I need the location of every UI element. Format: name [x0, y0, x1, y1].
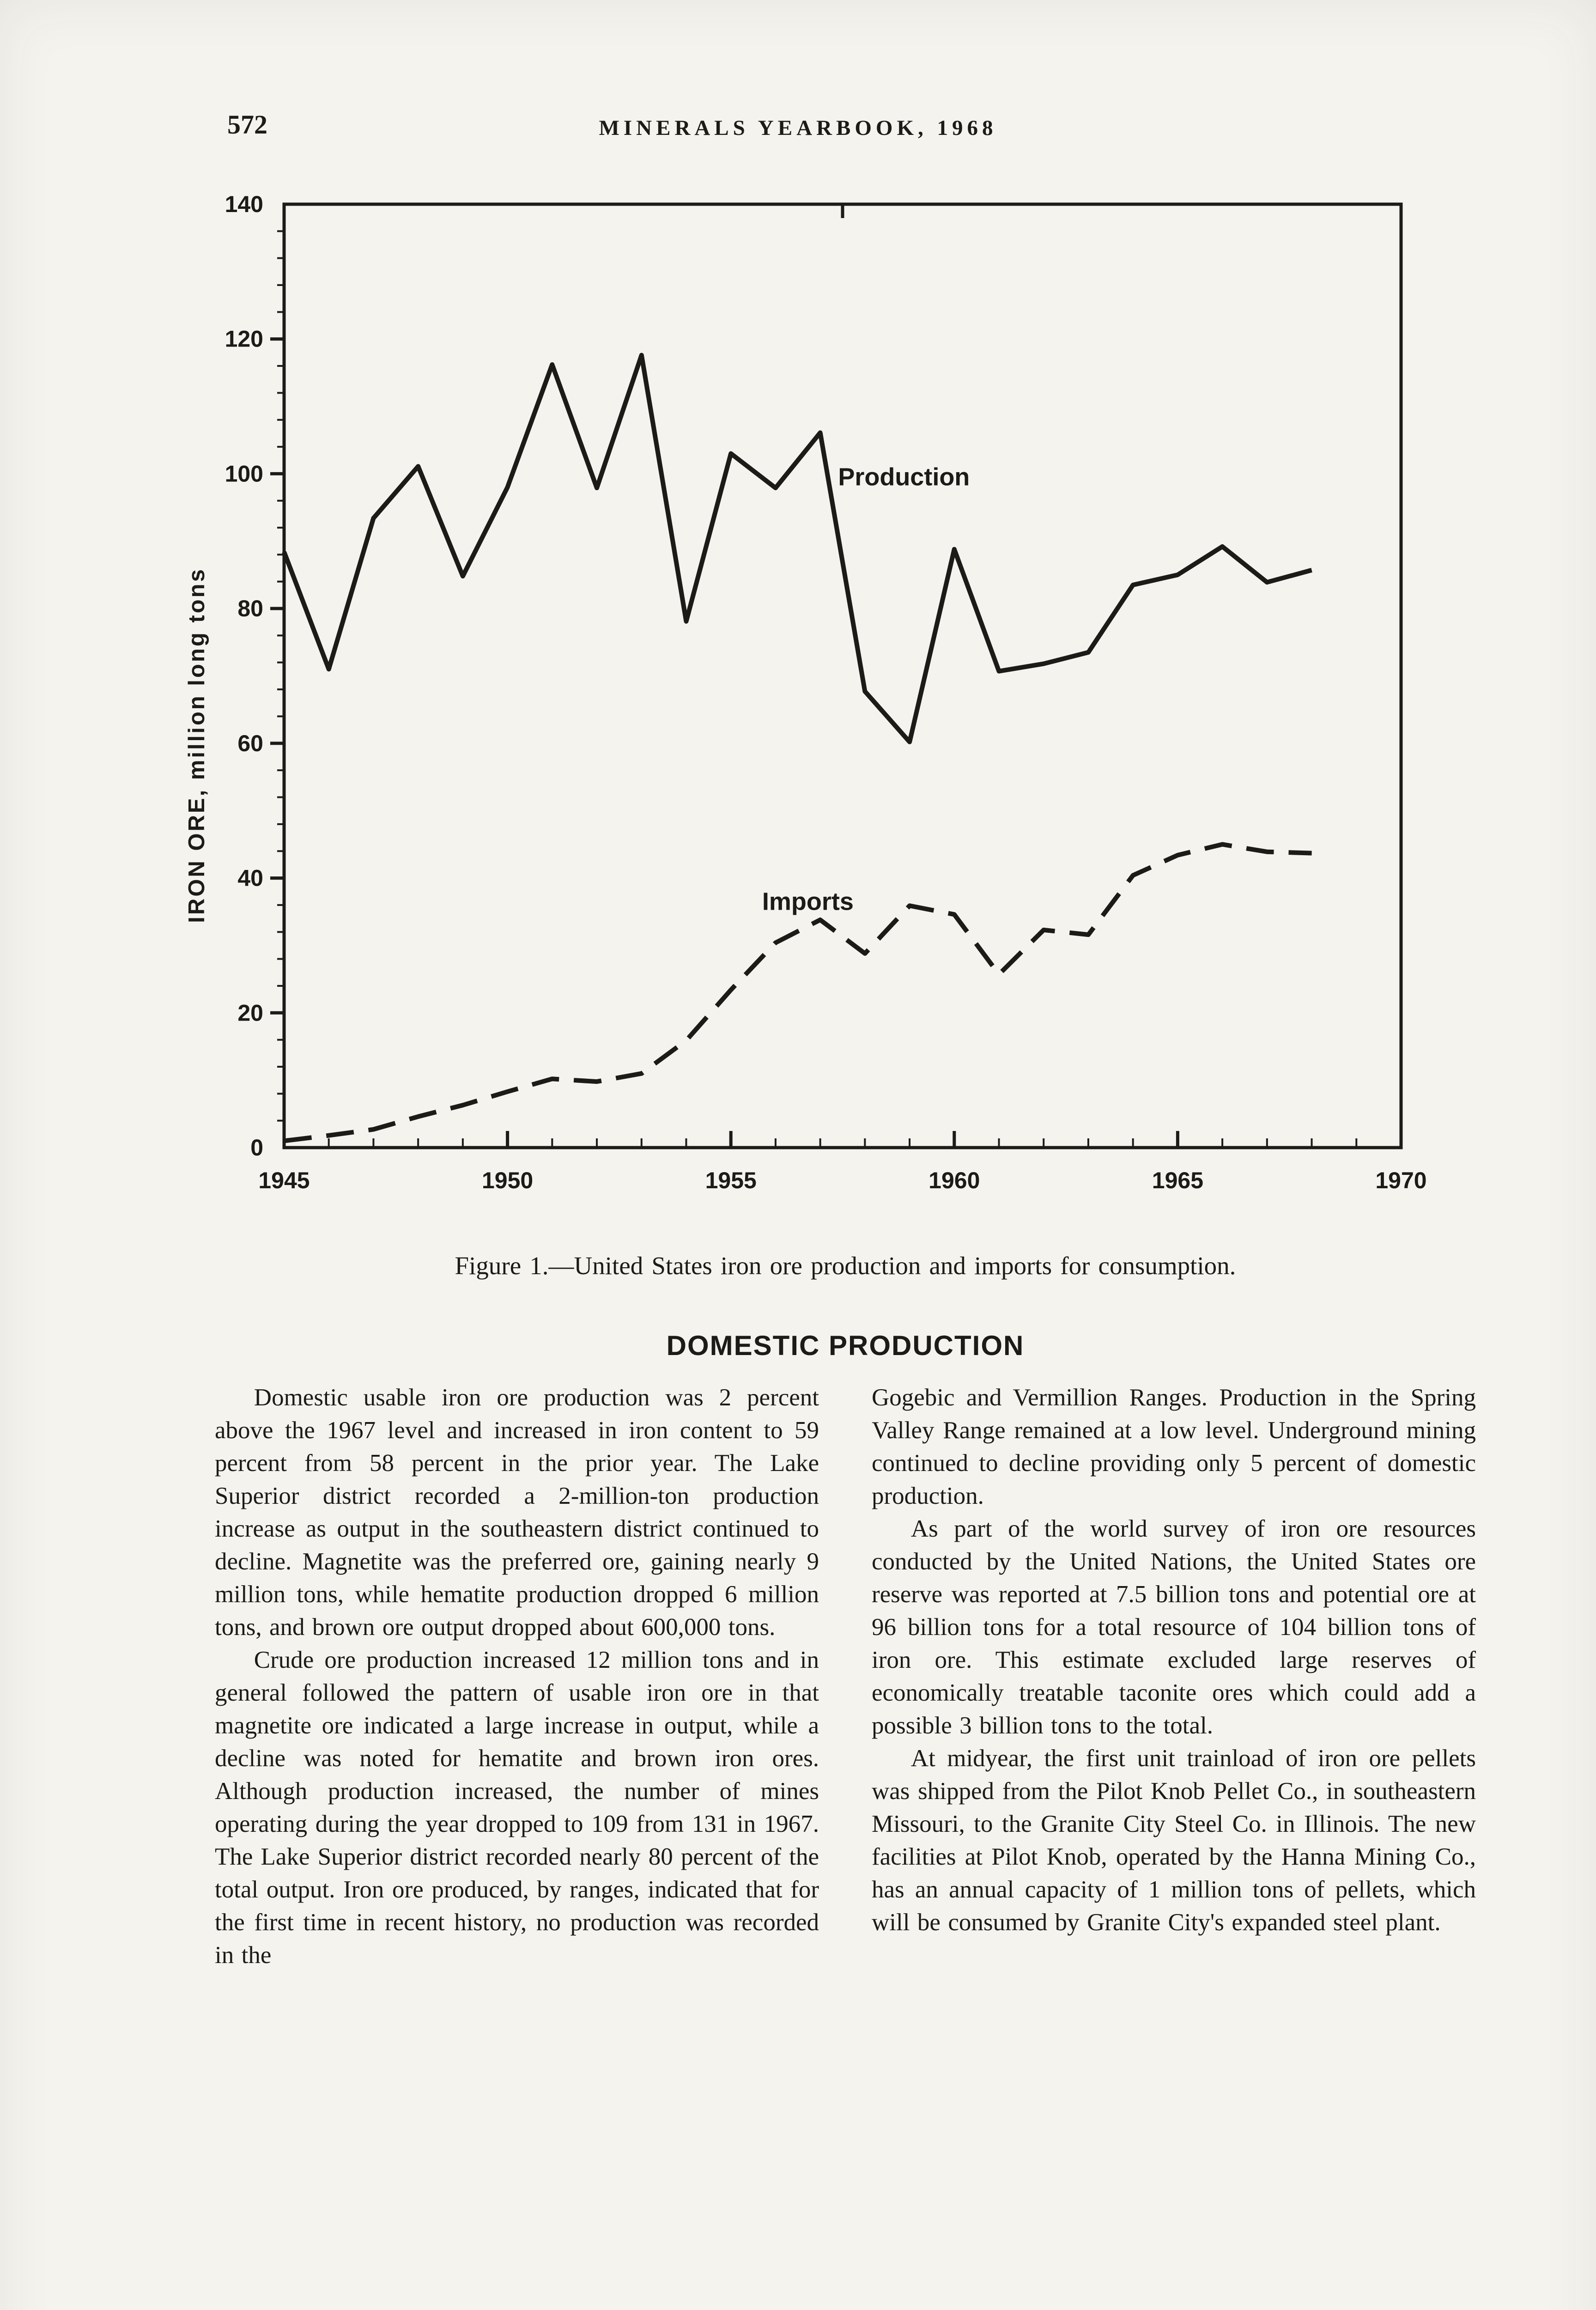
running-title: MINERALS YEARBOOK, 1968 [599, 116, 997, 140]
section-heading: DOMESTIC PRODUCTION [666, 1330, 1025, 1361]
left-column: Domestic usable iron ore production was … [215, 1381, 819, 1972]
svg-text:IRON ORE, million long tons: IRON ORE, million long tons [184, 567, 209, 923]
svg-text:Production: Production [838, 463, 970, 491]
page-number: 572 [227, 109, 267, 140]
svg-text:Imports: Imports [762, 888, 854, 916]
figure-1: 0 20 40 60 80 100 120 140 1945 1950 1955 1960 1965 19… [176, 194, 1450, 1201]
figure-caption: Figure 1.—United States iron ore product… [455, 1252, 1236, 1280]
svg-text:1965: 1965 [1152, 1167, 1203, 1193]
paragraph: At midyear, the first unit trainload of … [872, 1745, 1476, 1936]
svg-text:1960: 1960 [928, 1167, 980, 1193]
svg-text:1970: 1970 [1375, 1167, 1426, 1193]
iron-ore-line-chart: 0 20 40 60 80 100 120 140 1945 1950 1955 1960 1965 19… [184, 194, 1427, 1193]
paragraph: Crude ore production increased 12 millio… [215, 1647, 819, 1969]
svg-text:100: 100 [225, 461, 263, 486]
svg-text:20: 20 [237, 1000, 263, 1026]
svg-text:140: 140 [225, 194, 263, 217]
right-column: Gogebic and Vermillion Ranges. Productio… [872, 1381, 1476, 1972]
svg-text:0: 0 [250, 1135, 263, 1161]
svg-text:120: 120 [225, 326, 263, 352]
paragraph: As part of the world survey of iron ore … [872, 1515, 1476, 1739]
paragraph: Gogebic and Vermillion Ranges. Productio… [872, 1384, 1476, 1509]
svg-text:40: 40 [237, 865, 263, 891]
paragraph: Domestic usable iron ore production was … [215, 1384, 819, 1641]
body-columns: Domestic usable iron ore production was … [215, 1381, 1476, 1972]
svg-text:1945: 1945 [258, 1167, 309, 1193]
svg-text:1955: 1955 [705, 1167, 757, 1193]
svg-text:80: 80 [237, 596, 263, 621]
svg-text:1950: 1950 [482, 1167, 533, 1193]
svg-text:60: 60 [237, 730, 263, 756]
